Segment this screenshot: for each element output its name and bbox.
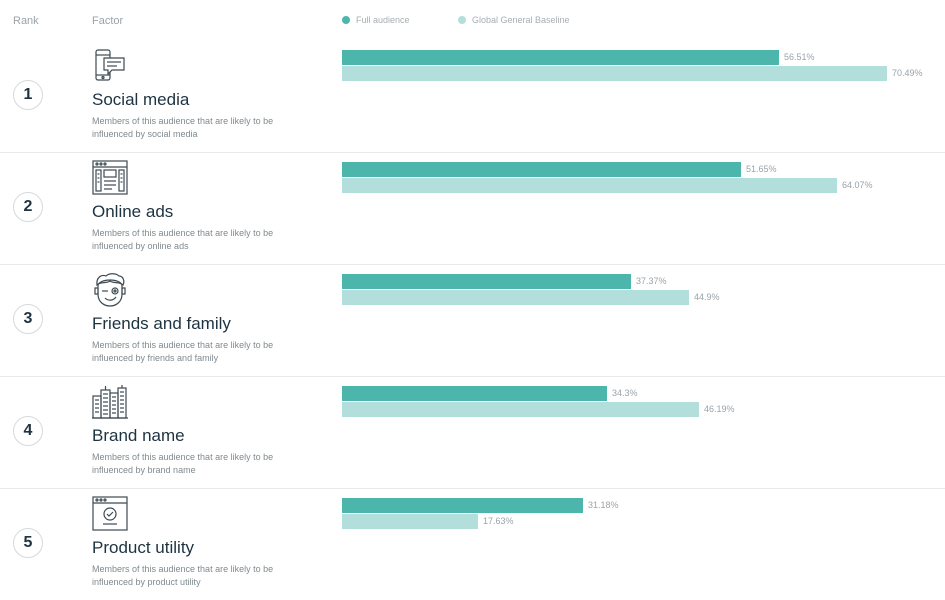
bar-value-label: 64.07% [842, 180, 873, 190]
factor-description: Members of this audience that are likely… [92, 116, 274, 139]
factor-row-social-media: 1 Social media Members of this audience … [0, 40, 945, 153]
bar-baseline[interactable] [342, 290, 689, 305]
rank-badge: 2 [13, 192, 43, 222]
bar-value-label: 17.63% [483, 516, 514, 526]
legend-label: Full audience [356, 15, 410, 25]
bar-value-label: 37.37% [636, 276, 667, 286]
factor-title: Online ads [92, 202, 174, 221]
bar-value-label: 70.49% [892, 68, 923, 78]
bar-baseline[interactable] [342, 402, 699, 417]
factor-row-brand-name: 4 Brand name Members of this audience th… [0, 376, 945, 489]
table-header: Rank Factor Full audience Global General… [0, 0, 945, 40]
bar-full-audience[interactable] [342, 50, 779, 65]
factor-description: Members of this audience that are likely… [92, 228, 274, 251]
bar-full-audience[interactable] [342, 162, 741, 177]
factor-row-online-ads: 2 Online ads Members of this audience th… [0, 152, 945, 265]
legend-label: Global General Baseline [472, 15, 570, 25]
legend-baseline[interactable]: Global General Baseline [458, 15, 570, 25]
legend-full-audience[interactable]: Full audience [342, 15, 410, 25]
bar-full-audience[interactable] [342, 386, 607, 401]
legend-dot-baseline [458, 16, 466, 24]
bar-baseline[interactable] [342, 66, 887, 81]
factor-title: Product utility [92, 538, 195, 557]
factor-title: Brand name [92, 426, 185, 445]
bar-value-label: 34.3% [612, 388, 638, 398]
bar-baseline[interactable] [342, 514, 478, 529]
winking-face-icon [94, 273, 126, 307]
factor-row-friends-family: 3 Friends and family Members of this aud… [0, 264, 945, 377]
buildings-icon [92, 385, 128, 419]
bar-value-label: 56.51% [784, 52, 815, 62]
bar-value-label: 46.19% [704, 404, 735, 414]
factor-title: Social media [92, 90, 190, 109]
legend-dot-full-audience [342, 16, 350, 24]
browser-ad-icon [92, 160, 128, 195]
bar-value-label: 51.65% [746, 164, 777, 174]
rank-column-header: Rank [13, 15, 39, 27]
factor-column-header: Factor [92, 15, 124, 27]
factor-row-product-utility: 5 Product utility Members of this audien… [0, 488, 945, 600]
rank-badge: 4 [13, 416, 43, 446]
factor-description: Members of this audience that are likely… [92, 452, 274, 475]
rank-badge: 1 [13, 80, 43, 110]
factor-description: Members of this audience that are likely… [92, 340, 274, 363]
bar-value-label: 31.18% [588, 500, 619, 510]
bar-value-label: 44.9% [694, 292, 720, 302]
rank-badge: 5 [13, 528, 43, 558]
factor-description: Members of this audience that are likely… [92, 564, 274, 587]
bar-full-audience[interactable] [342, 274, 631, 289]
bar-baseline[interactable] [342, 178, 837, 193]
bar-full-audience[interactable] [342, 498, 583, 513]
rank-badge: 3 [13, 304, 43, 334]
smartphone-chat-icon [95, 49, 125, 81]
factor-title: Friends and family [92, 314, 231, 333]
browser-check-icon [92, 496, 128, 531]
